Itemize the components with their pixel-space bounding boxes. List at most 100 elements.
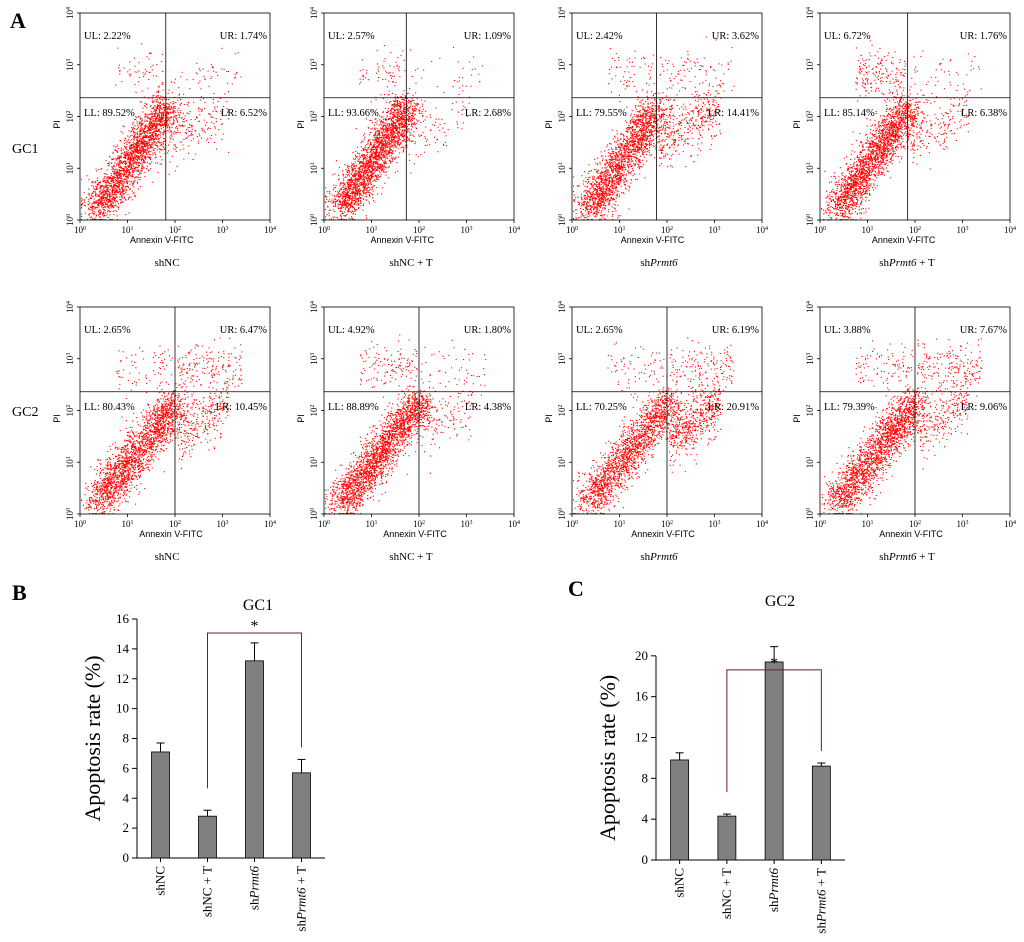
y-axis-label: PI	[792, 120, 802, 129]
y-axis-label: PI	[52, 120, 62, 129]
quadrant-ul-label: UL: 2.42%	[576, 31, 623, 42]
y-tick-label: 20	[635, 648, 648, 663]
x-tick-label: shNC	[672, 868, 687, 898]
y-tick-label: 101	[65, 456, 75, 468]
y-tick-label: 101	[805, 456, 815, 468]
x-tick-label: 100	[74, 519, 86, 529]
x-tick-label: 103	[217, 225, 229, 235]
y-tick-label: 16	[635, 689, 649, 704]
event-dots	[573, 337, 734, 514]
condition-label: shNC + T	[389, 551, 433, 563]
y-axis-label: PI	[52, 414, 62, 423]
condition-label: shPrmt6	[640, 257, 678, 269]
quadrant-ll-label: LL: 88.89%	[328, 402, 379, 413]
bar	[671, 760, 689, 860]
y-tick-label: 4	[642, 811, 649, 826]
x-tick-label: 100	[74, 225, 86, 235]
y-tick-label: 104	[557, 7, 567, 19]
quadrant-ur-label: UR: 6.47%	[220, 325, 268, 336]
y-tick-label: 0	[642, 852, 649, 867]
y-tick-label: 102	[557, 405, 567, 417]
quadrant-ll-label: LL: 80.43%	[84, 402, 135, 413]
quadrant-ul-label: UL: 2.65%	[576, 325, 623, 336]
y-tick-label: 103	[557, 59, 567, 71]
y-tick-label: 104	[309, 301, 319, 313]
x-tick-label: 102	[661, 519, 673, 529]
event-dots	[821, 40, 982, 220]
y-tick-label: 8	[642, 770, 649, 785]
y-tick-label: 16	[116, 611, 130, 626]
quadrant-ur-label: UR: 3.62%	[712, 31, 760, 42]
y-tick-label: 12	[116, 671, 129, 686]
y-tick-label: 100	[557, 508, 567, 520]
quadrant-ul-label: UL: 2.65%	[84, 325, 131, 336]
y-tick-label: 104	[65, 7, 75, 19]
quadrant-ul-label: UL: 2.22%	[84, 31, 131, 42]
x-axis-label: Annexin V-FITC	[383, 529, 447, 539]
x-tick-label: 100	[318, 225, 330, 235]
y-axis-label: PI	[296, 120, 306, 129]
y-axis-label: PI	[544, 120, 554, 129]
bar	[199, 816, 217, 858]
y-tick-label: 2	[123, 820, 130, 835]
quadrant-ll-label: LL: 85.14%	[824, 108, 875, 119]
quadrant-ll-label: LL: 89.52%	[84, 108, 135, 119]
y-tick-label: 6	[123, 760, 130, 775]
event-dots	[573, 36, 735, 220]
x-tick-label: shPrmt6 + T	[294, 866, 309, 932]
event-dots	[81, 338, 242, 515]
x-tick-label: shPrmt6	[766, 868, 781, 913]
x-tick-label: 104	[508, 225, 520, 235]
x-tick-label: 103	[709, 225, 721, 235]
chart-title: GC1	[243, 597, 273, 614]
y-tick-label: 102	[65, 405, 75, 417]
condition-label: shNC + T	[389, 257, 433, 269]
chart-title: GC2	[765, 593, 795, 610]
y-tick-label: 104	[309, 7, 319, 19]
x-tick-label: 101	[862, 519, 874, 529]
x-axis-label: Annexin V-FITC	[139, 529, 203, 539]
x-tick-label: 103	[217, 519, 229, 529]
bar	[765, 662, 783, 860]
x-tick-label: 101	[614, 519, 626, 529]
x-tick-label: 104	[1004, 519, 1016, 529]
quadrant-ul-label: UL: 3.88%	[824, 325, 871, 336]
y-tick-label: 104	[805, 301, 815, 313]
bar	[293, 773, 311, 858]
x-tick-label: 100	[566, 519, 578, 529]
y-tick-label: 100	[557, 214, 567, 226]
bar	[246, 661, 264, 858]
y-tick-label: 104	[65, 301, 75, 313]
x-tick-label: 100	[814, 225, 826, 235]
x-tick-label: 101	[614, 225, 626, 235]
y-tick-label: 100	[65, 508, 75, 520]
y-tick-label: 101	[805, 162, 815, 174]
y-tick-label: 103	[805, 59, 815, 71]
x-axis-label: Annexin V-FITC	[621, 235, 685, 245]
y-tick-label: 100	[805, 508, 815, 520]
quadrant-ur-label: UR: 1.09%	[464, 31, 512, 42]
quadrant-lr-label: LR: 9.06%	[961, 402, 1007, 413]
x-tick-label: 102	[661, 225, 673, 235]
event-dots	[325, 35, 483, 220]
y-tick-label: 103	[309, 59, 319, 71]
y-tick-label: 102	[65, 111, 75, 123]
row-label-gc1: GC1	[12, 142, 38, 157]
x-tick-label: 104	[264, 225, 276, 235]
x-tick-label: 103	[461, 519, 473, 529]
y-tick-label: 4	[123, 790, 130, 805]
y-tick-label: 8	[123, 731, 130, 746]
quadrant-ll-label: LL: 93.66%	[328, 108, 379, 119]
y-tick-label: 103	[309, 353, 319, 365]
condition-label: shPrmt6 + T	[879, 551, 935, 563]
x-tick-label: 104	[1004, 225, 1016, 235]
